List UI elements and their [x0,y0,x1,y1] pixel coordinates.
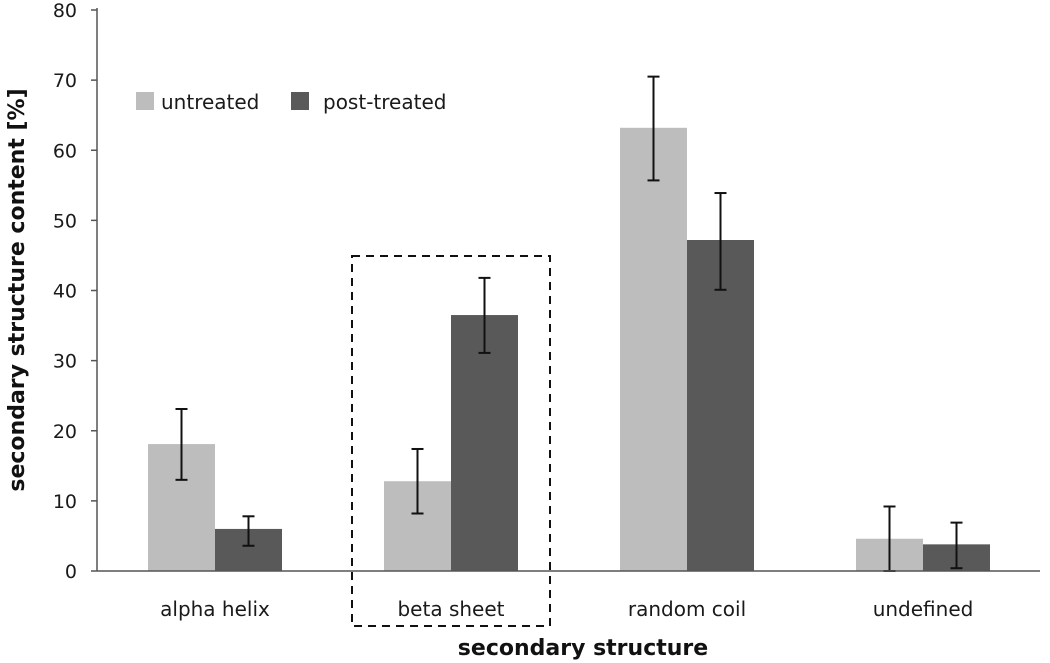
y-tick-label-70: 70 [53,70,77,92]
y-tick-label-30: 30 [53,351,77,373]
y-tick-label-10: 10 [53,491,77,513]
error-bar-post-treated-beta-sheet [478,276,491,354]
y-axis-title: secondary structure content [%] [5,88,30,491]
bar-post-treated-beta-sheet [451,315,518,571]
bar-post-treated-random-coil [687,240,754,571]
y-axis-ticks: 0 10 20 30 40 50 60 70 80 [53,0,97,583]
y-tick-label-20: 20 [53,421,77,443]
annotations [351,255,551,627]
error-bar-post-treated-random-coil [714,192,727,291]
x-category-label-alpha-helix: alpha helix [160,597,270,621]
error-bar-untreated-alpha-helix [175,408,188,481]
y-tick-label-0: 0 [65,561,77,583]
y-tick-label-80: 80 [53,0,77,22]
error-bar-post-treated-undefined [950,521,963,570]
x-axis-categories: alpha helix beta sheet random coil undefine… [160,597,973,621]
error-bars [175,75,963,572]
y-tick-label-40: 40 [53,281,77,303]
x-category-label-beta-sheet: beta sheet [397,597,504,621]
legend-label-post-treated: post-treated [323,90,446,114]
axes [96,8,1040,572]
error-bar-untreated-beta-sheet [411,447,424,515]
dashed-highlight-box-beta-sheet [351,255,551,627]
y-tick-label-50: 50 [53,210,77,232]
error-bar-post-treated-alpha-helix [242,515,255,547]
x-category-label-random-coil: random coil [628,597,746,621]
bars [148,127,990,571]
legend-swatch-untreated [136,92,154,110]
bar-untreated-random-coil [620,127,687,571]
y-tick-label-60: 60 [53,140,77,162]
x-category-label-undefined: undefined [873,597,974,621]
legend-swatch-post-treated [291,92,309,110]
legend-label-untreated: untreated [161,90,259,114]
x-axis-title: secondary structure [458,636,708,661]
legend: untreated post-treated [136,90,446,114]
error-bar-untreated-random-coil [647,75,660,182]
